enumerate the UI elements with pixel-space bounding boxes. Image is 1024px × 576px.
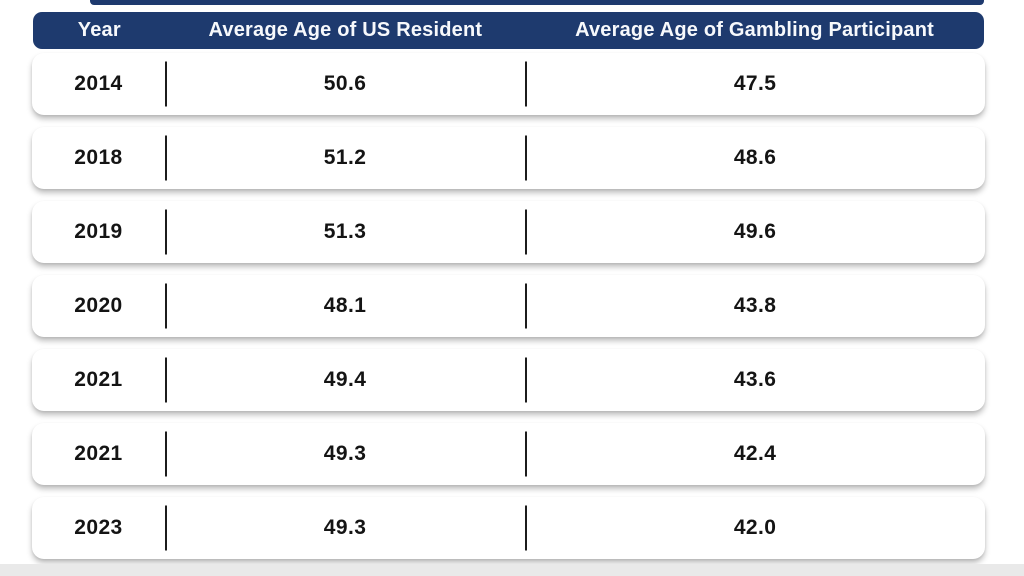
table-row: 2019 51.3 49.6 — [32, 201, 985, 263]
column-divider — [524, 505, 527, 551]
table-row: 2020 48.1 43.8 — [32, 275, 985, 337]
gambling-age-cell: 49.6 — [733, 220, 777, 243]
year-cell: 2023 — [74, 516, 123, 539]
gambling-age-cell: 48.6 — [733, 146, 777, 169]
table-row: 2018 51.2 48.6 — [32, 127, 985, 189]
us-resident-age-cell: 49.3 — [323, 442, 367, 465]
year-cell: 2014 — [74, 72, 123, 95]
gambling-age-cell: 42.4 — [733, 442, 777, 465]
bottom-background-strip — [0, 564, 1024, 576]
us-resident-age-cell: 48.1 — [323, 294, 367, 317]
table-body: 2014 50.6 47.5 2018 51.2 48.6 2019 51.3 … — [32, 53, 985, 571]
column-divider — [524, 357, 527, 403]
column-divider — [164, 357, 167, 403]
us-resident-age-cell: 49.3 — [323, 516, 367, 539]
column-divider — [524, 135, 527, 181]
gambling-age-cell: 43.6 — [733, 368, 777, 391]
gambling-age-cell: 42.0 — [733, 516, 777, 539]
column-divider — [164, 505, 167, 551]
column-divider — [164, 283, 167, 329]
column-divider — [524, 61, 527, 107]
column-divider — [164, 135, 167, 181]
gambling-age-cell: 43.8 — [733, 294, 777, 317]
year-cell: 2018 — [74, 146, 123, 169]
column-divider — [164, 431, 167, 477]
table-row: 2021 49.3 42.4 — [32, 423, 985, 485]
year-cell: 2019 — [74, 220, 123, 243]
us-resident-age-cell: 51.2 — [323, 146, 367, 169]
year-cell: 2021 — [74, 368, 123, 391]
column-divider — [164, 209, 167, 255]
table-row: 2021 49.4 43.6 — [32, 349, 985, 411]
column-divider — [524, 431, 527, 477]
column-header-gambling-participant: Average Age of Gambling Participant — [575, 19, 935, 41]
us-resident-age-cell: 49.4 — [323, 368, 367, 391]
column-divider — [524, 209, 527, 255]
table-header-row: Year Average Age of US Resident Average … — [33, 12, 984, 49]
top-cropped-strip — [90, 0, 984, 5]
table-row: 2014 50.6 47.5 — [32, 53, 985, 115]
year-cell: 2021 — [74, 442, 123, 465]
year-cell: 2020 — [74, 294, 123, 317]
us-resident-age-cell: 51.3 — [323, 220, 367, 243]
gambling-age-cell: 47.5 — [733, 72, 777, 95]
us-resident-age-cell: 50.6 — [323, 72, 367, 95]
column-divider — [524, 283, 527, 329]
column-header-us-resident: Average Age of US Resident — [208, 19, 483, 41]
column-header-year: Year — [77, 19, 121, 41]
table-row: 2023 49.3 42.0 — [32, 497, 985, 559]
column-divider — [164, 61, 167, 107]
